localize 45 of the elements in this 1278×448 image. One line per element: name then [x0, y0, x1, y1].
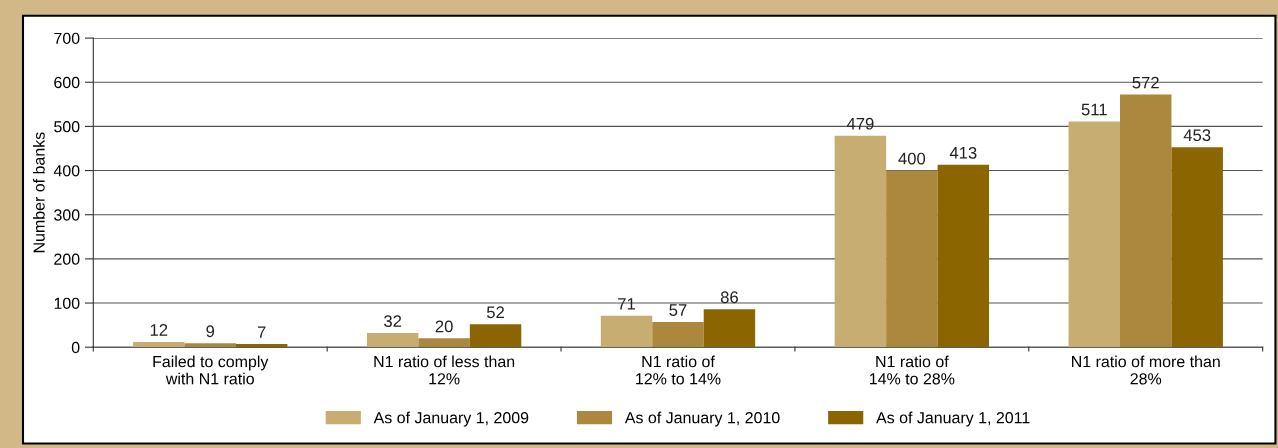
- data-label: 52: [486, 306, 504, 319]
- bar: [600, 315, 653, 348]
- bar: [469, 324, 522, 348]
- bar: [1120, 94, 1172, 348]
- bar: [1068, 121, 1120, 348]
- bar: [1171, 147, 1223, 348]
- data-label: 86: [720, 291, 738, 304]
- y-tick-label: 500: [54, 121, 80, 133]
- data-label: 32: [384, 315, 402, 327]
- x-tick-label: N1 ratio of more than 28%: [1072, 355, 1220, 385]
- data-label: 413: [949, 146, 977, 159]
- bar: [418, 338, 470, 348]
- x-tick-label: N1 ratio of 12% to 14%: [636, 355, 721, 385]
- bar: [703, 309, 756, 348]
- bar: [235, 344, 288, 348]
- data-label: 57: [669, 304, 687, 316]
- legend-label: As of January 1, 2011: [876, 411, 1030, 427]
- data-label: 511: [1081, 103, 1107, 116]
- data-label: 7: [257, 326, 266, 338]
- data-label: 9: [206, 325, 215, 338]
- legend-label: As of January 1, 2010: [624, 411, 780, 427]
- data-label: 71: [618, 298, 635, 310]
- y-tick-label: 100: [54, 297, 80, 309]
- data-label: 20: [435, 320, 453, 333]
- y-tick-label: 0: [71, 341, 80, 354]
- data-label: 400: [898, 152, 926, 165]
- y-tick-label: 300: [54, 209, 80, 221]
- y-tick-label: 200: [54, 253, 80, 265]
- legend-label: As of January 1, 2009: [373, 411, 529, 427]
- data-label: 453: [1183, 129, 1211, 142]
- bar: [886, 170, 938, 348]
- y-tick-label: 700: [54, 32, 80, 45]
- bar: [366, 333, 419, 348]
- bar: [133, 341, 185, 348]
- x-tick-label: N1 ratio of less than 12%: [374, 355, 515, 385]
- bar: [834, 135, 887, 348]
- bar: [937, 164, 990, 348]
- y-axis-title: Number of banks: [33, 132, 45, 253]
- y-tick-label: 600: [54, 76, 80, 89]
- y-tick-label: 400: [53, 165, 80, 177]
- bar: [184, 343, 236, 348]
- x-tick-label: Failed to comply with N1 ratio: [153, 355, 269, 385]
- bar: [652, 322, 704, 348]
- x-tick-label: N1 ratio of 14% to 28%: [870, 355, 955, 385]
- data-label: 12: [150, 324, 168, 336]
